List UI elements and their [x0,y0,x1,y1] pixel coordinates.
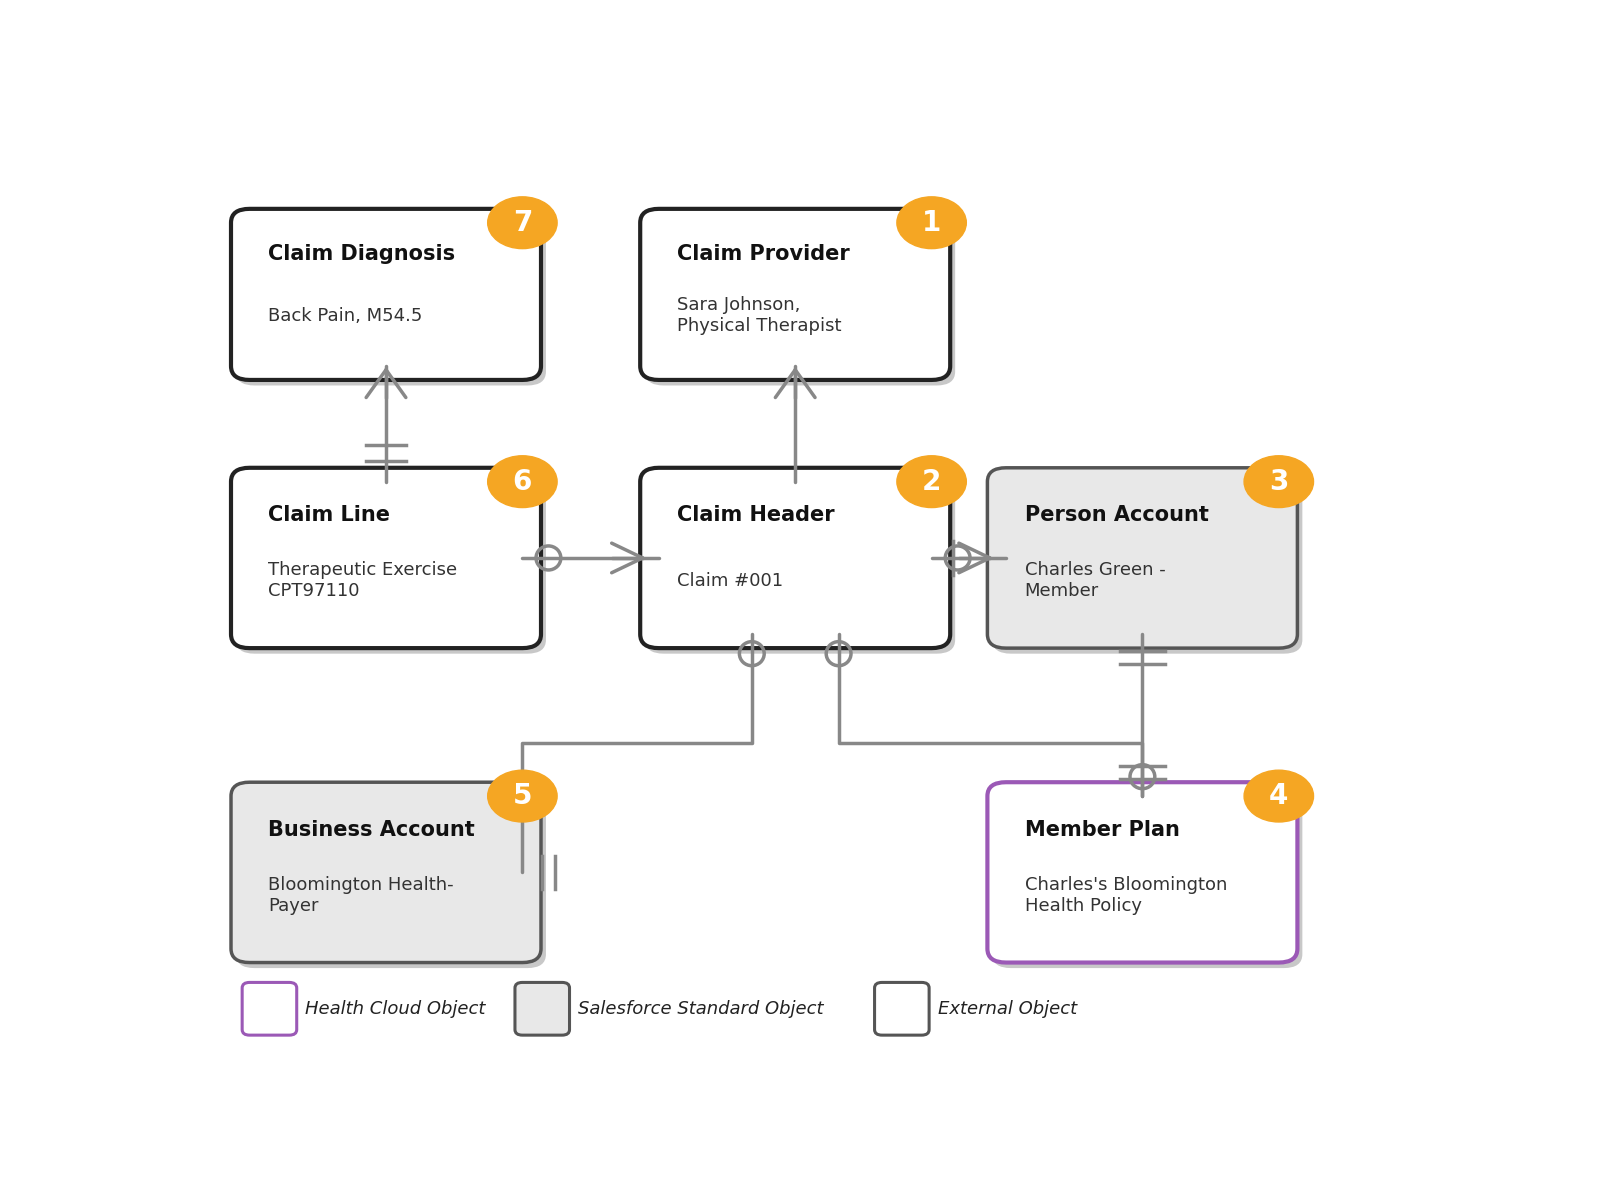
Text: Claim Provider: Claim Provider [677,244,850,264]
FancyBboxPatch shape [515,982,570,1035]
Text: Sara Johnson,
Physical Therapist: Sara Johnson, Physical Therapist [677,297,842,335]
FancyBboxPatch shape [235,473,546,653]
Text: 1: 1 [922,209,941,237]
FancyBboxPatch shape [230,467,541,649]
FancyBboxPatch shape [242,982,296,1035]
Text: Member Plan: Member Plan [1024,819,1179,839]
Text: Back Pain, M54.5: Back Pain, M54.5 [269,307,422,325]
Circle shape [898,455,966,508]
FancyBboxPatch shape [235,788,546,968]
Text: 4: 4 [1269,782,1288,811]
Circle shape [488,455,557,508]
Text: Therapeutic Exercise
CPT97110: Therapeutic Exercise CPT97110 [269,561,458,600]
Text: Charles Green -
Member: Charles Green - Member [1024,561,1165,600]
Circle shape [1245,455,1314,508]
FancyBboxPatch shape [987,782,1298,962]
Text: Charles's Bloomington
Health Policy: Charles's Bloomington Health Policy [1024,876,1227,915]
FancyBboxPatch shape [992,788,1302,968]
Text: Claim Header: Claim Header [677,506,835,525]
Text: Claim Line: Claim Line [269,506,390,525]
FancyBboxPatch shape [640,467,950,649]
FancyBboxPatch shape [230,209,541,380]
FancyBboxPatch shape [645,215,955,386]
Text: Claim Diagnosis: Claim Diagnosis [269,244,456,264]
Text: Claim #001: Claim #001 [677,572,784,590]
Text: Person Account: Person Account [1024,506,1208,525]
FancyBboxPatch shape [875,982,930,1035]
FancyBboxPatch shape [645,473,955,653]
Text: 5: 5 [512,782,533,811]
Text: External Object: External Object [938,999,1077,1017]
Text: 6: 6 [512,467,533,496]
FancyBboxPatch shape [230,782,541,962]
FancyBboxPatch shape [640,209,950,380]
Text: Health Cloud Object: Health Cloud Object [306,999,486,1017]
Circle shape [1245,770,1314,821]
FancyBboxPatch shape [992,473,1302,653]
Text: 3: 3 [1269,467,1288,496]
Text: Salesforce Standard Object: Salesforce Standard Object [578,999,824,1017]
Circle shape [488,770,557,821]
Text: 7: 7 [512,209,533,237]
Text: 2: 2 [922,467,941,496]
Circle shape [898,197,966,249]
FancyBboxPatch shape [235,215,546,386]
Text: Bloomington Health-
Payer: Bloomington Health- Payer [269,876,454,915]
FancyBboxPatch shape [987,467,1298,649]
Text: Business Account: Business Account [269,819,475,839]
Circle shape [488,197,557,249]
